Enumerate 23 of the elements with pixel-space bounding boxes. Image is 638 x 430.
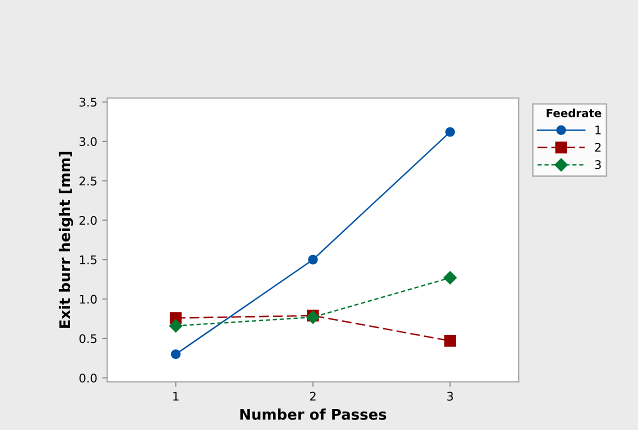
point xyxy=(444,334,456,347)
point xyxy=(169,319,182,332)
x-tick-label: 3 xyxy=(447,392,453,401)
y-tick-label: 0.0 xyxy=(79,374,97,383)
y-tick-label: 3.5 xyxy=(80,98,96,107)
y-tick-label: 1.0 xyxy=(80,294,97,304)
x-tick-label: 1 xyxy=(173,392,178,401)
y-axis-title: Exit burr height [mm] xyxy=(58,152,74,328)
legend-title: Feedrate xyxy=(546,108,602,118)
point xyxy=(308,254,318,265)
legend-label: 2 xyxy=(595,142,601,152)
y-tick-label: 3.0 xyxy=(80,137,97,146)
x-tick-label: 2 xyxy=(310,392,316,401)
point xyxy=(444,271,457,284)
legend-label: 1 xyxy=(596,126,601,134)
point xyxy=(170,349,181,360)
legend-label: 3 xyxy=(595,160,601,170)
y-tick-label: 1.5 xyxy=(80,256,96,264)
x-axis-title: Number of Passes xyxy=(240,408,386,420)
y-tick-label: 2.0 xyxy=(80,216,97,225)
y-tick-label: 0.5 xyxy=(79,334,96,344)
point xyxy=(445,127,455,137)
y-tick-label: 2.5 xyxy=(80,176,96,186)
